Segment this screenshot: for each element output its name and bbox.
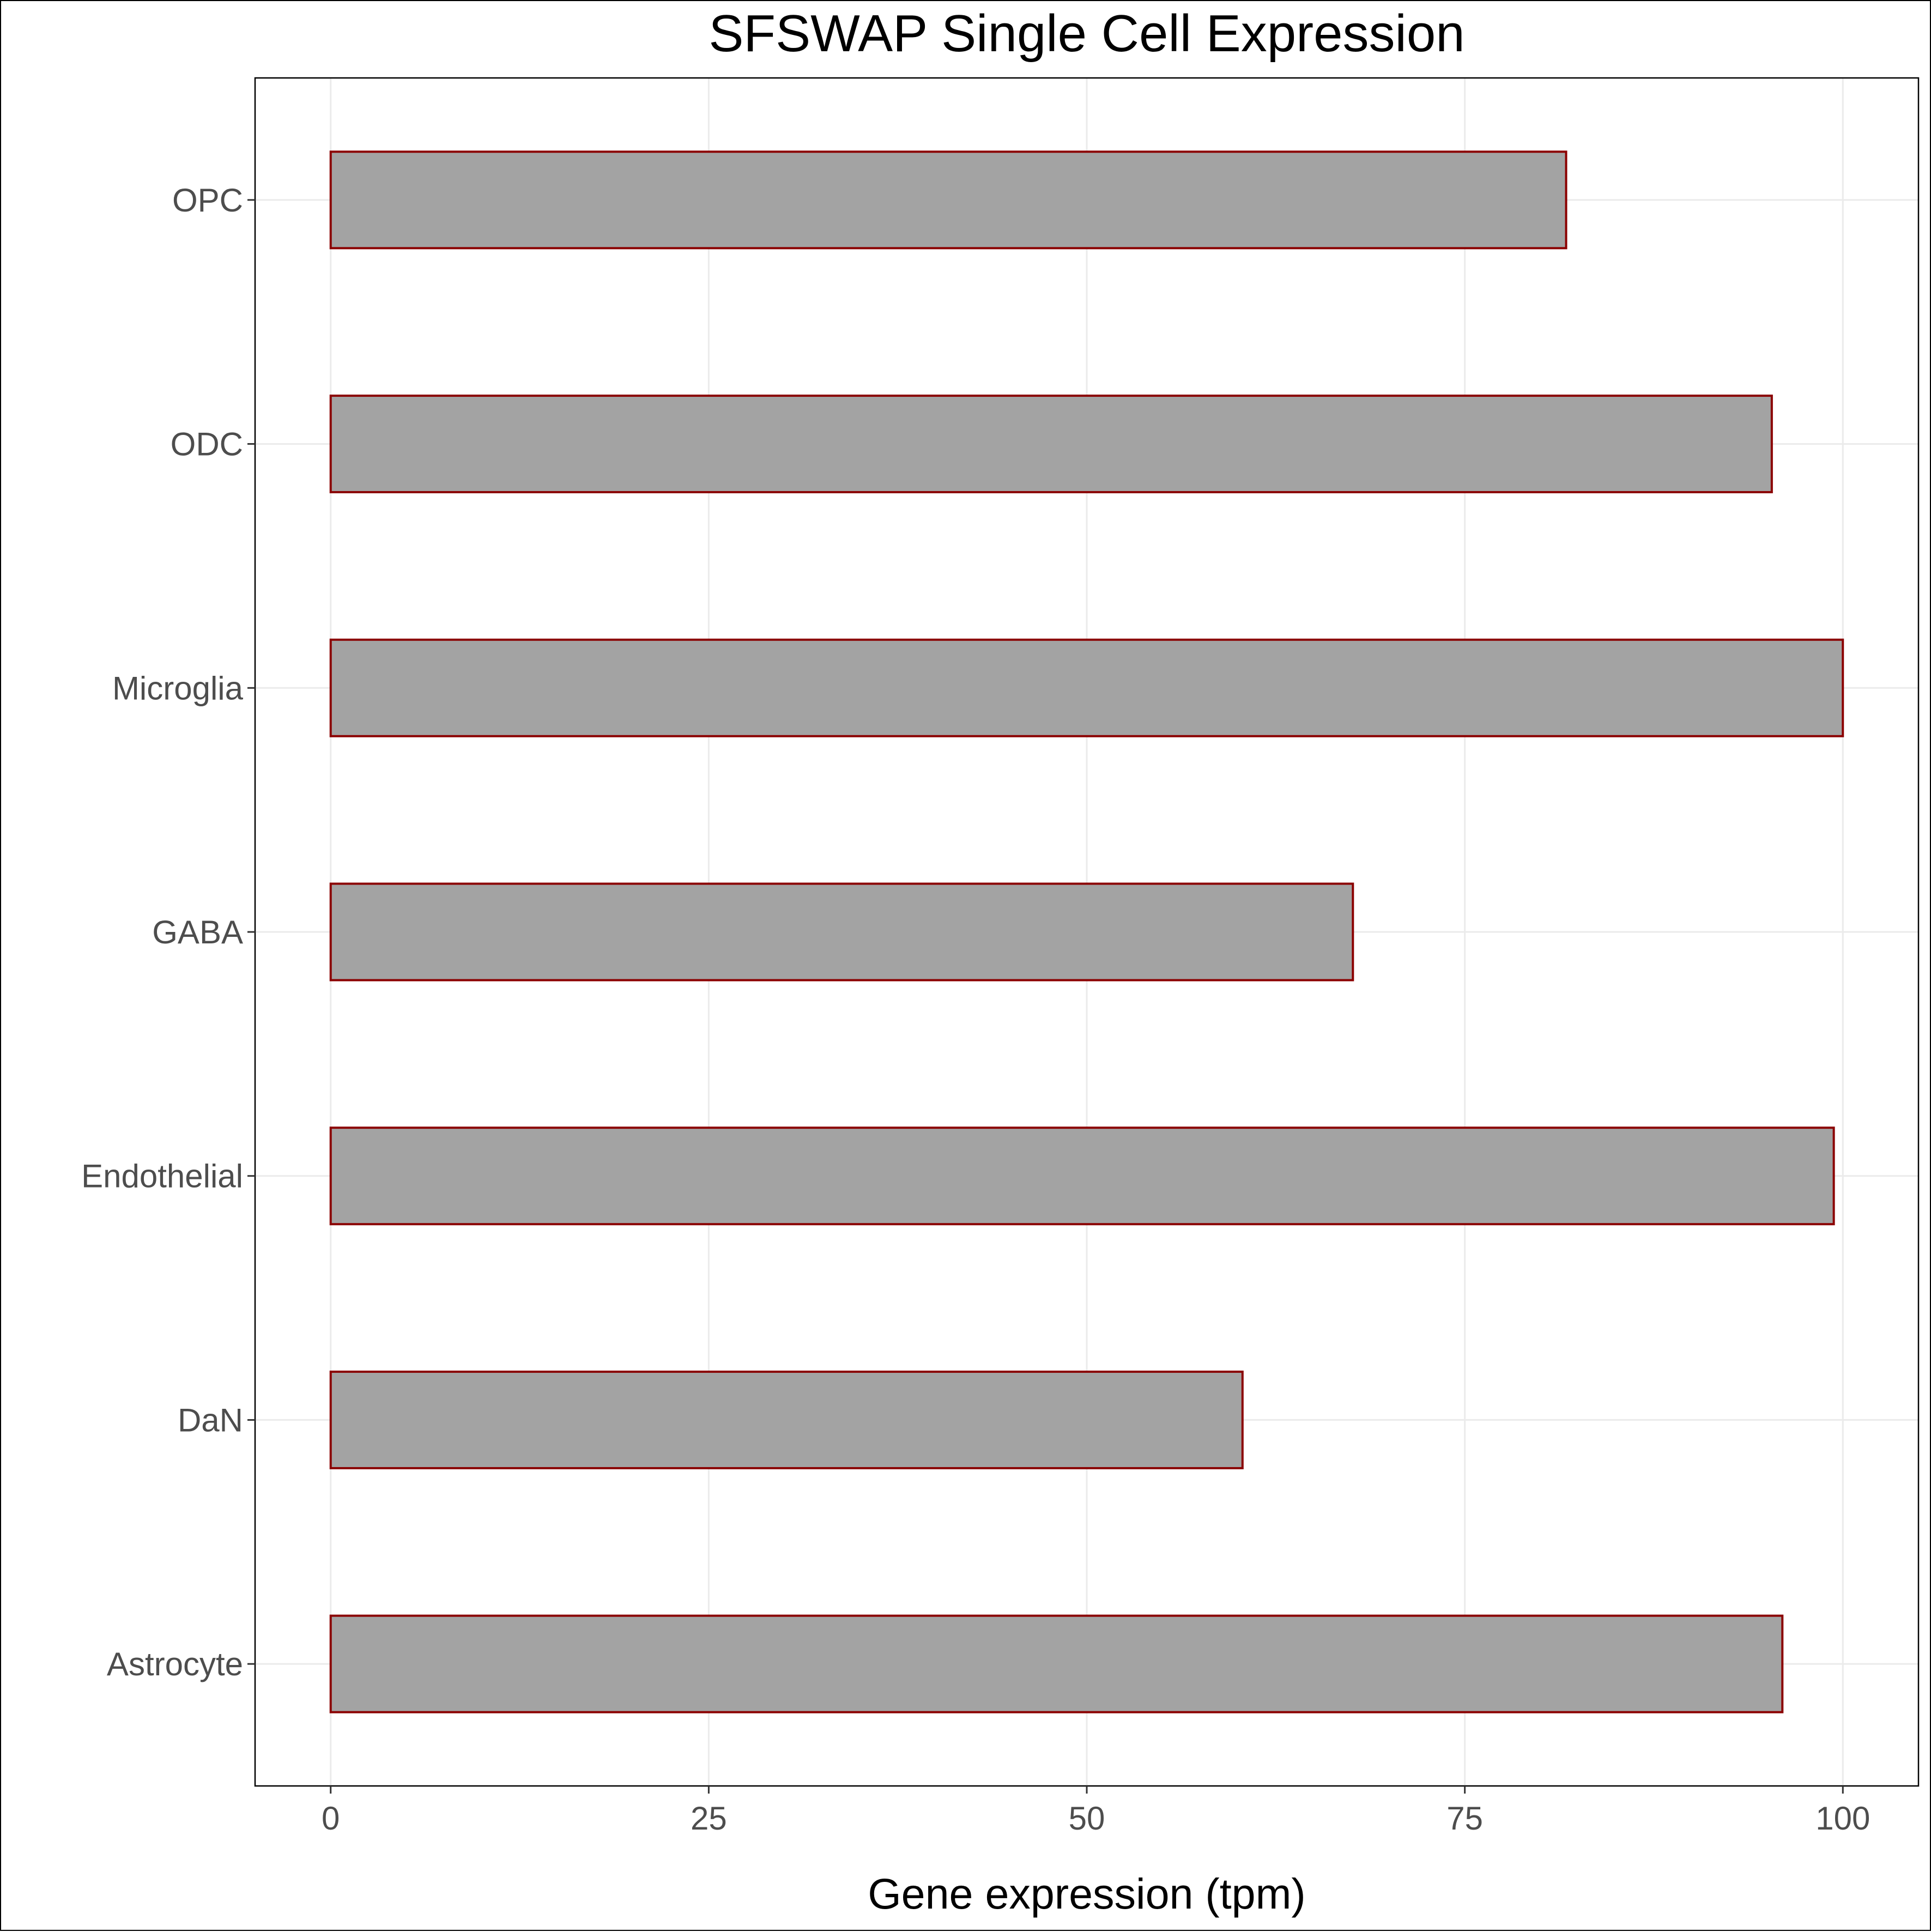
bar <box>329 882 1354 982</box>
bar <box>329 638 1844 737</box>
x-axis-title: Gene expression (tpm) <box>868 1869 1306 1918</box>
y-tick-label: ODC <box>171 426 243 463</box>
y-axis: Astrocyte DaN Endothelial GABA Microglia ODC O… <box>81 182 255 1682</box>
y-tick-label: Microglia <box>112 670 244 706</box>
bar <box>329 1614 1784 1713</box>
bar <box>329 395 1773 494</box>
y-tick-label: Endothelial <box>81 1158 243 1195</box>
x-tick-label: 75 <box>1446 1800 1483 1837</box>
x-tick-label: 25 <box>691 1800 727 1837</box>
bar <box>329 150 1567 250</box>
x-axis: 0 25 50 75 100 <box>322 1786 1870 1837</box>
chart-title: SFSWAP Single Cell Expression <box>709 4 1464 63</box>
bar <box>329 1370 1244 1469</box>
y-tick-label: Astrocyte <box>107 1646 243 1682</box>
bars <box>329 150 1844 1713</box>
y-tick-label: OPC <box>172 182 243 219</box>
y-tick-label: GABA <box>152 914 243 950</box>
y-tick-label: DaN <box>178 1402 243 1438</box>
x-tick-label: 100 <box>1815 1800 1870 1837</box>
x-tick-label: 0 <box>322 1800 340 1837</box>
x-tick-label: 50 <box>1069 1800 1105 1837</box>
bar <box>329 1127 1835 1226</box>
